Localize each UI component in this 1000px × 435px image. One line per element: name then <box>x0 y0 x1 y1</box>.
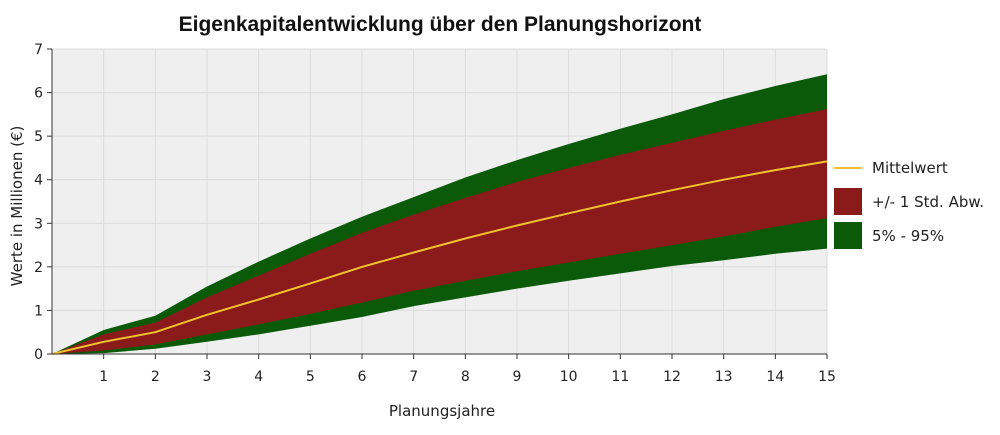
x-tick-label: 13 <box>715 369 733 385</box>
chart-title: Eigenkapitalentwicklung über den Planung… <box>179 13 702 36</box>
legend-label-std-dev: +/- 1 Std. Abw. <box>872 193 984 211</box>
x-axis-ticks: 1 2 3 4 5 6 7 8 9 10 11 12 13 14 15 <box>99 354 836 385</box>
y-tick-label: 1 <box>34 303 43 319</box>
y-tick-label: 2 <box>34 260 43 276</box>
legend: Mittelwert +/- 1 Std. Abw. 5% - 95% <box>834 159 984 249</box>
y-tick-label: 0 <box>34 347 43 363</box>
x-tick-label: 11 <box>611 369 629 385</box>
x-tick-label: 4 <box>254 369 263 385</box>
x-axis-label: Planungsjahre <box>389 402 495 420</box>
x-tick-label: 8 <box>461 369 470 385</box>
x-tick-label: 5 <box>306 369 315 385</box>
x-tick-label: 15 <box>818 369 836 385</box>
legend-swatch-std-dev <box>834 188 862 215</box>
mean-line <box>51 160 828 355</box>
x-tick-label: 7 <box>409 369 418 385</box>
y-tick-label: 4 <box>34 173 43 189</box>
y-tick-label: 6 <box>34 86 43 102</box>
x-tick-label: 12 <box>663 369 681 385</box>
x-tick-label: 3 <box>203 369 212 385</box>
x-tick-label: 6 <box>358 369 367 385</box>
legend-label-mean: Mittelwert <box>872 159 948 177</box>
y-tick-label: 3 <box>34 216 43 232</box>
y-axis-ticks: 0 1 2 3 4 5 6 7 <box>34 42 52 363</box>
legend-label-5-95: 5% - 95% <box>872 227 944 245</box>
y-axis-label: Werte in Millionen (€) <box>8 126 26 287</box>
legend-swatch-5-95 <box>834 222 862 249</box>
x-tick-label: 1 <box>99 369 108 385</box>
y-tick-label: 5 <box>34 129 43 145</box>
x-tick-label: 9 <box>513 369 522 385</box>
x-tick-label: 2 <box>151 369 160 385</box>
x-tick-label: 10 <box>560 369 578 385</box>
y-tick-label: 7 <box>34 42 43 58</box>
x-tick-label: 14 <box>766 369 784 385</box>
band-std-dev-area <box>52 109 827 354</box>
